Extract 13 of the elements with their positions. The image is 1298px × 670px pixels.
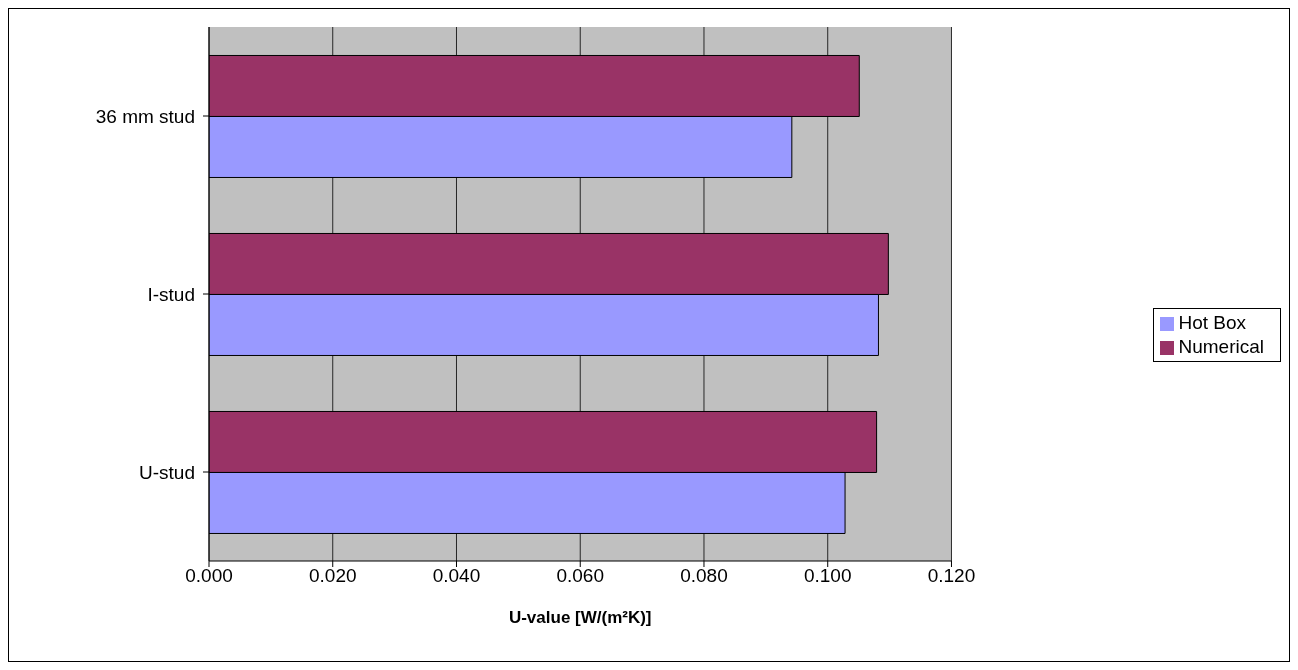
- x-tick-label: 0.100: [803, 565, 852, 587]
- legend-label: Numerical: [1178, 336, 1264, 357]
- legend-label: Hot Box: [1178, 312, 1247, 333]
- x-tick-label: 0.000: [185, 565, 233, 587]
- y-tick-label: U-stud: [139, 461, 195, 483]
- y-tick-label: 36 mm stud: [95, 105, 195, 127]
- x-tick-label: 0.080: [680, 565, 728, 587]
- x-axis-title: U-value [W/(m²K)]: [508, 608, 652, 627]
- y-tick-label: I-stud: [147, 283, 195, 305]
- x-tick-label: 0.040: [432, 565, 481, 587]
- x-tick-label: 0.020: [308, 565, 357, 587]
- x-tick-label: 0.120: [927, 565, 976, 587]
- x-tick-label: 0.060: [556, 565, 605, 587]
